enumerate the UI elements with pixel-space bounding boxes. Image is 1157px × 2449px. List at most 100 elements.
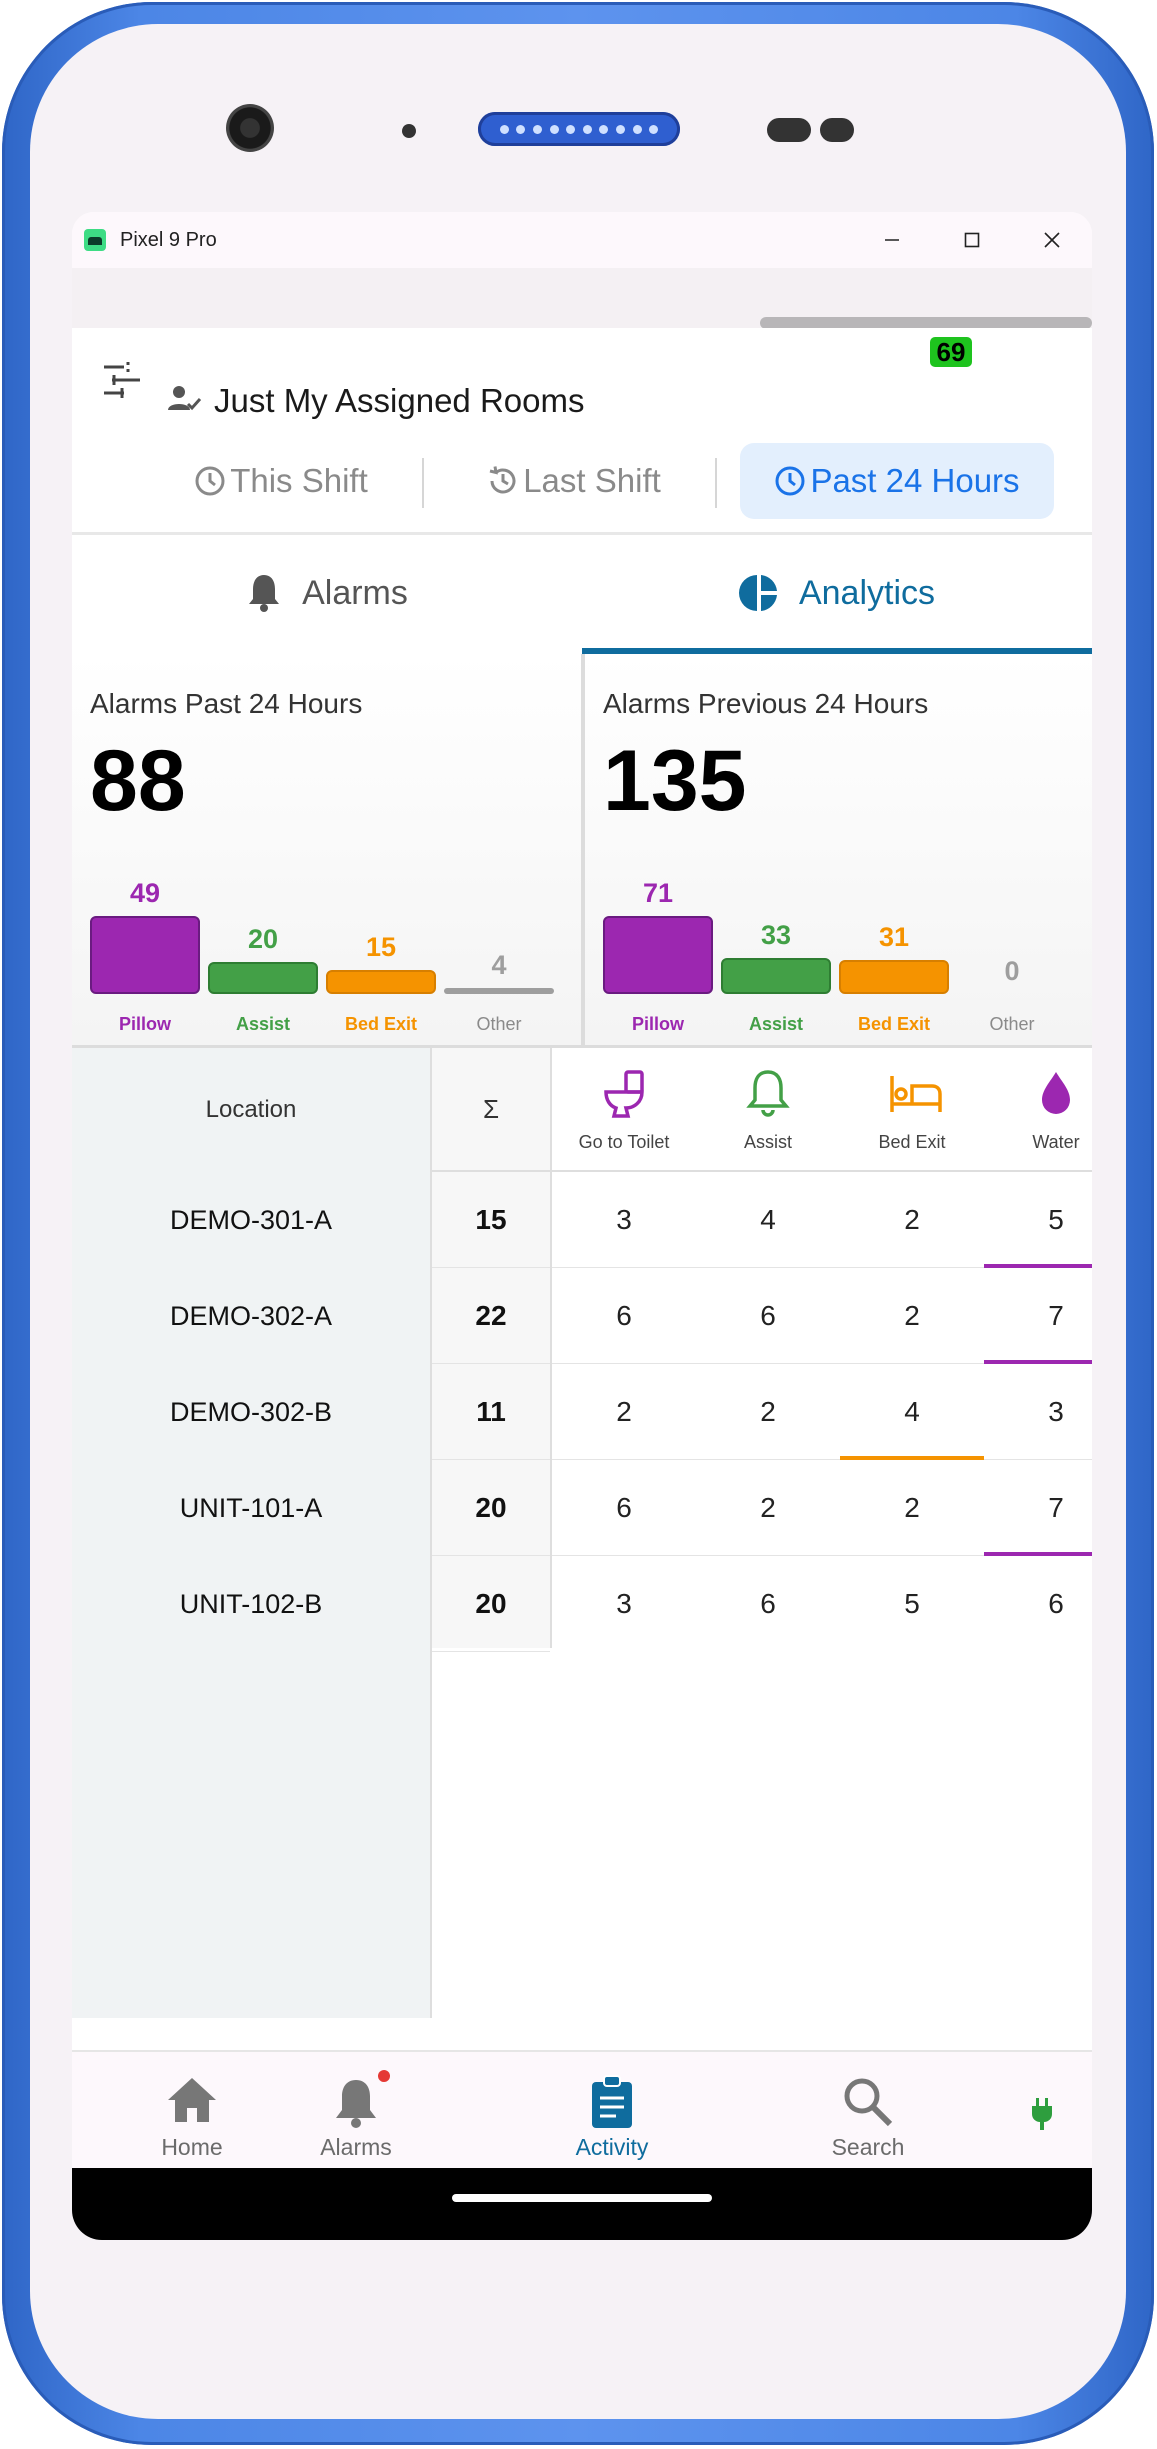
sum-cell: 20 [432, 1556, 550, 1652]
sum-cell: 11 [432, 1364, 550, 1460]
bar-value: 71 [642, 878, 674, 908]
location-cell[interactable]: DEMO-302-B [169, 1396, 333, 1427]
horizontal-scrollbar[interactable] [72, 268, 1092, 329]
tab-alarms-label: Alarms [302, 573, 408, 612]
clipboard-icon [592, 2075, 632, 2128]
column-go-to-toilet[interactable]: Go to Toilet [552, 1048, 696, 1170]
table-cell[interactable]: 6 [616, 1491, 632, 1523]
nav-alarms[interactable]: Alarms [256, 2052, 456, 2170]
android-icon [84, 229, 106, 251]
bar-label: Assist [235, 1014, 291, 1034]
bar-fill [90, 916, 200, 994]
tab-past-24-hours[interactable]: Past 24 Hours [740, 443, 1054, 519]
table-row: 6 2 2 7 [552, 1460, 1092, 1556]
table-cell[interactable]: 6 [760, 1587, 776, 1619]
tab-last-shift[interactable]: Last Shift [464, 443, 684, 519]
max-value-underline [984, 1552, 1092, 1556]
maximize-icon [964, 232, 980, 248]
location-cell[interactable]: UNIT-101-A [179, 1492, 323, 1523]
location-cell[interactable]: DEMO-301-A [169, 1204, 333, 1235]
nav-home[interactable]: Home [92, 2052, 292, 2170]
table-cell[interactable]: 2 [760, 1395, 776, 1427]
bed-icon [890, 1076, 942, 1112]
assigned-rooms-label[interactable]: Just My Assigned Rooms [214, 382, 585, 419]
table-cell[interactable]: 4 [760, 1203, 776, 1235]
location-grid: Location DEMO-301-A DEMO-302-A DEMO-302-… [72, 1048, 1092, 2018]
table-cell[interactable]: 6 [1048, 1587, 1064, 1619]
table-cell[interactable]: 7 [1048, 1491, 1064, 1523]
close-button[interactable] [1012, 212, 1092, 268]
nav-label: Search [831, 2134, 905, 2160]
table-cell[interactable]: 6 [616, 1299, 632, 1331]
bar-label: Bed Exit [344, 1014, 418, 1034]
sensor-right [820, 118, 854, 142]
table-cell[interactable]: 3 [616, 1203, 632, 1235]
max-value-underline [984, 1360, 1092, 1364]
table-cell[interactable]: 2 [616, 1395, 632, 1427]
nav-search[interactable]: Search [768, 2052, 968, 2170]
tab-this-shift[interactable]: This Shift [176, 443, 386, 519]
column-water[interactable]: Water [984, 1048, 1092, 1170]
table-cell[interactable]: 4 [904, 1395, 920, 1427]
alarm-rows: 3 4 2 5 6 6 2 7 2 2 4 3 6 2 2 7 3 6 5 6 [552, 1172, 1092, 1648]
column-assist[interactable]: Assist [696, 1048, 840, 1170]
scrollbar-thumb[interactable] [760, 317, 1092, 329]
alarm-type-columns[interactable]: Go to Toilet Assist [552, 1048, 1092, 1648]
proximity-sensor [402, 124, 416, 138]
tab-this-shift-label: This Shift [230, 462, 368, 499]
column-label: Assist [743, 1132, 792, 1152]
card-total: 88 [90, 733, 186, 829]
table-cell[interactable]: 5 [1048, 1203, 1064, 1235]
clock-icon [195, 466, 225, 496]
nav-label: Alarms [320, 2134, 392, 2160]
home-gesture-handle[interactable] [452, 2194, 712, 2202]
bottom-navigation: Home Alarms Activity Search [72, 2050, 1092, 2168]
tab-past-24-hours-label: Past 24 Hours [810, 462, 1020, 499]
location-cell[interactable]: DEMO-302-A [169, 1300, 333, 1331]
column-label: Bed Exit [878, 1132, 946, 1152]
table-cell[interactable]: 5 [904, 1587, 920, 1619]
table-cell[interactable]: 2 [904, 1203, 920, 1235]
table-row: 3 6 5 6 [552, 1556, 1092, 1648]
nav-activity[interactable]: Activity [512, 2052, 712, 2170]
card-previous-24h: Alarms Previous 24 Hours 135 71 Pillow 33 A… [582, 654, 1092, 1048]
bar-label: Pillow [118, 1014, 171, 1034]
max-value-underline [984, 1264, 1092, 1268]
table-cell[interactable]: 2 [904, 1299, 920, 1331]
pie-chart-icon [738, 575, 777, 611]
table-cell[interactable]: 6 [760, 1299, 776, 1331]
clock-icon [775, 466, 805, 496]
bell-icon [336, 2080, 376, 2128]
card-title: Alarms Previous 24 Hours [603, 688, 929, 719]
location-cell[interactable]: UNIT-102-B [179, 1588, 323, 1619]
minimize-icon [885, 239, 899, 241]
tab-analytics[interactable]: Analytics [582, 535, 1092, 651]
bar-label: Bed Exit [857, 1014, 931, 1034]
max-value-underline [840, 1456, 984, 1460]
maximize-button[interactable] [932, 212, 1012, 268]
bar-label: Assist [748, 1014, 804, 1034]
bar-value: 4 [491, 950, 507, 980]
tune-filter-icon[interactable] [102, 362, 142, 398]
bar-value: 0 [1004, 956, 1020, 986]
table-cell[interactable]: 2 [904, 1491, 920, 1523]
table-cell[interactable]: 7 [1048, 1299, 1064, 1331]
table-row: 6 6 2 7 [552, 1268, 1092, 1364]
tab-alarms[interactable]: Alarms [72, 535, 582, 651]
window-title: Pixel 9 Pro [120, 228, 217, 251]
minimize-button[interactable] [852, 212, 932, 268]
sum-cell: 22 [432, 1268, 550, 1364]
table-row: 2 2 4 3 [552, 1364, 1092, 1460]
table-cell[interactable]: 3 [616, 1587, 632, 1619]
column-bed-exit[interactable]: Bed Exit [840, 1048, 984, 1170]
emulator-titlebar: Pixel 9 Pro [72, 212, 1092, 268]
table-cell[interactable]: 3 [1048, 1395, 1064, 1427]
bar-label: Other [989, 1014, 1035, 1034]
location-column: Location DEMO-301-A DEMO-302-A DEMO-302-… [72, 1048, 432, 2018]
bar-label: Pillow [631, 1014, 684, 1034]
column-label: Water [1032, 1132, 1080, 1152]
table-cell[interactable]: 2 [760, 1491, 776, 1523]
notification-count-badge: 69 [930, 337, 972, 367]
plug-icon [1032, 2098, 1052, 2130]
card-total: 135 [603, 733, 747, 829]
